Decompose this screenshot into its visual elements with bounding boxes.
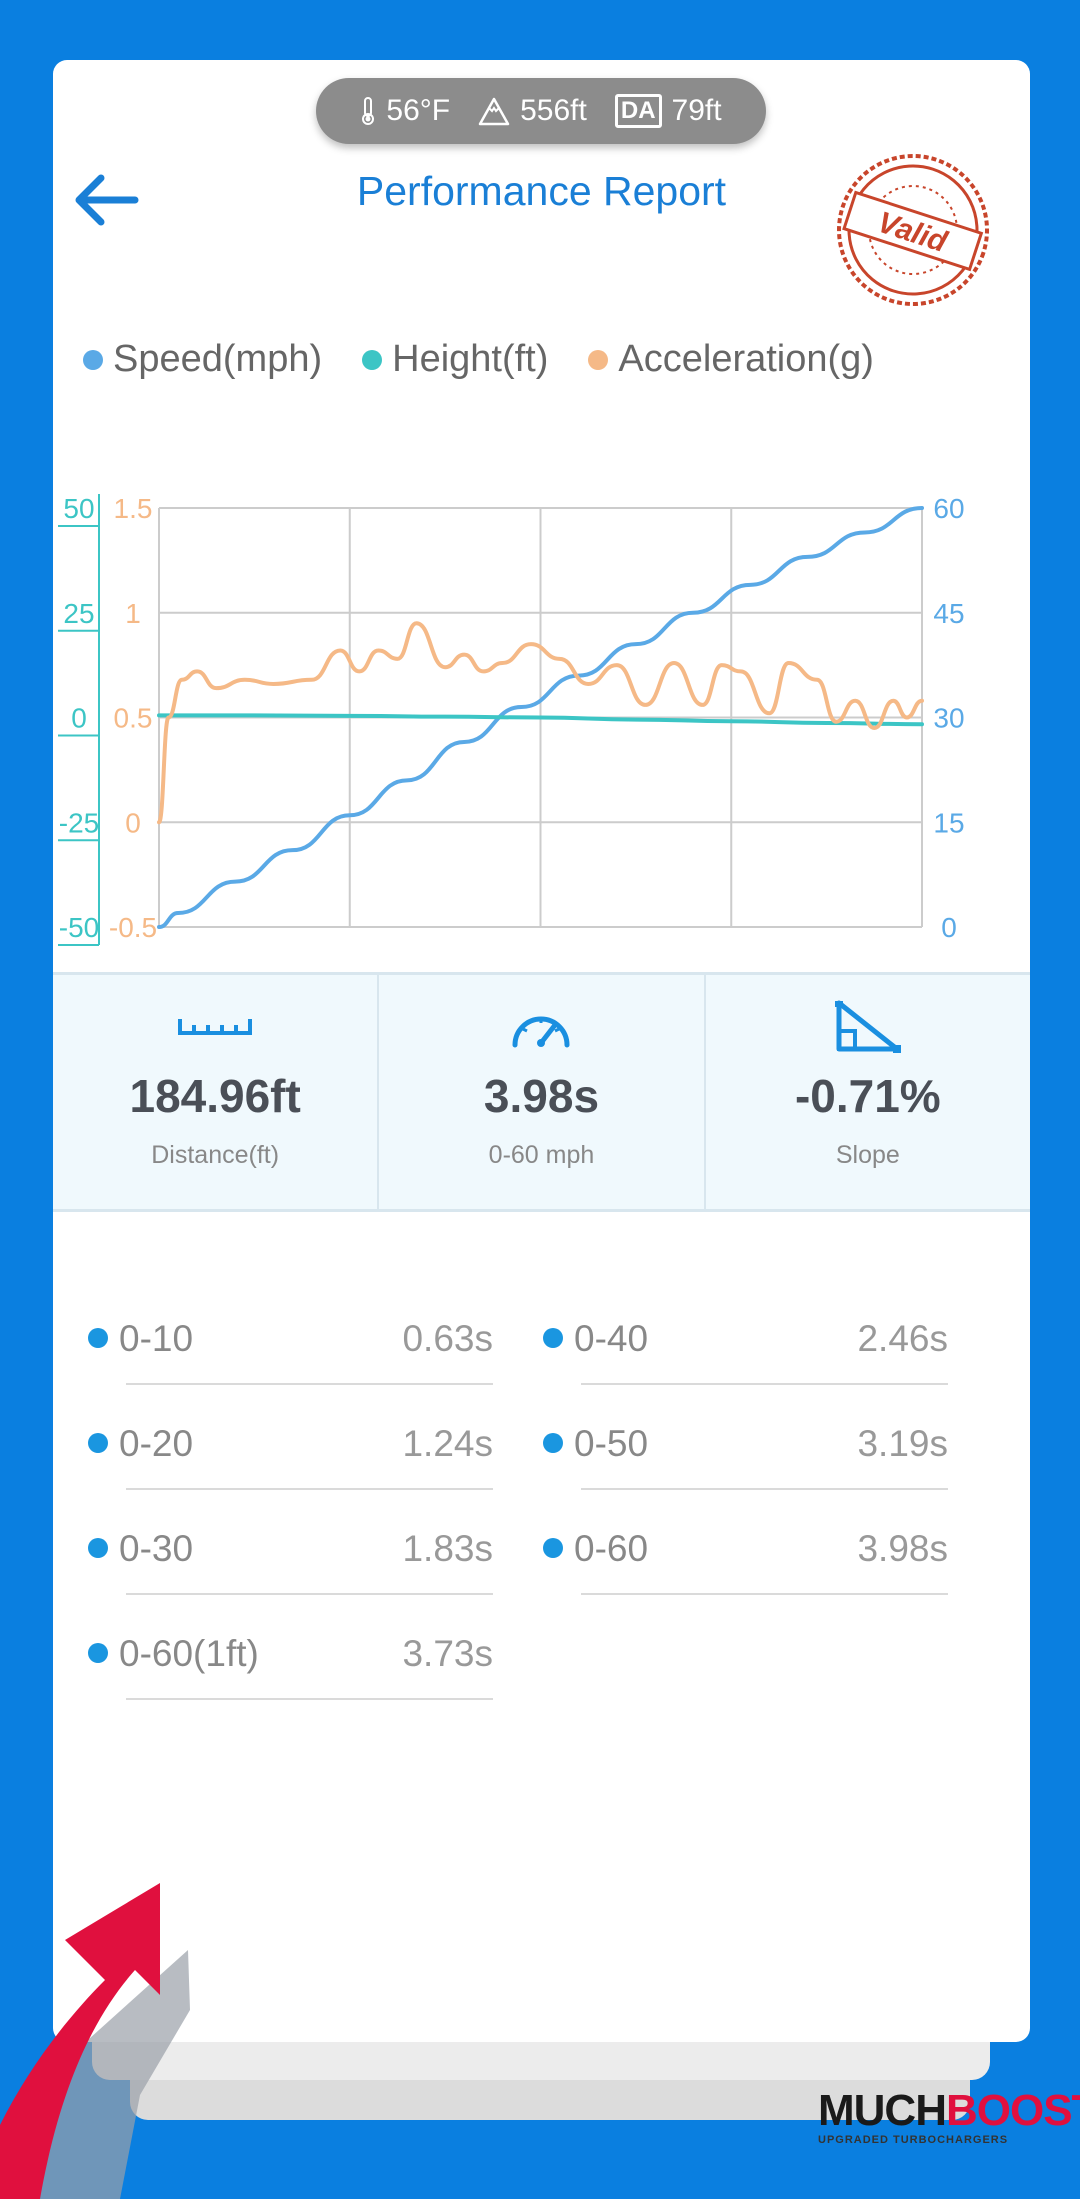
height-axis-tick-label: -50 bbox=[59, 912, 99, 943]
split-label: 0-60 bbox=[574, 1528, 649, 1569]
slope-label: Slope bbox=[835, 1141, 900, 1169]
stat-distance: 184.96ft Distance(ft) bbox=[53, 975, 380, 1209]
legend-item-acceleration: Acceleration(g) bbox=[588, 338, 874, 381]
acceleration-axis-tick-label: 1 bbox=[125, 598, 141, 629]
series-line-speed-mph bbox=[157, 506, 924, 929]
speed-axis-tick-label: 45 bbox=[933, 598, 964, 629]
split-time: 1.24s bbox=[402, 1423, 493, 1464]
acceleration-axis-tick-label: 0 bbox=[125, 807, 141, 838]
split-label: 0-40 bbox=[574, 1318, 649, 1359]
split-time: 2.46s bbox=[857, 1318, 948, 1359]
legend-label-acceleration: Acceleration(g) bbox=[618, 338, 874, 380]
split-row: 0-10 0.63s bbox=[53, 1280, 493, 1385]
legend-item-speed: Speed(mph) bbox=[83, 338, 322, 381]
slope-icon bbox=[834, 1000, 901, 1053]
legend-label-height: Height(ft) bbox=[392, 338, 549, 380]
series-line-height-ft bbox=[157, 713, 924, 727]
split-divider bbox=[126, 1488, 493, 1490]
series-line-acceleration-g bbox=[157, 621, 924, 825]
stats-panel: 184.96ft Distance(ft) 3.98s 0-60 mph bbox=[53, 972, 1030, 1212]
temperature-value: 56°F bbox=[386, 94, 451, 127]
split-row: 0-20 1.24s bbox=[53, 1385, 493, 1490]
split-divider bbox=[126, 1383, 493, 1385]
acceleration-axis-tick-label: 1.5 bbox=[114, 493, 153, 524]
brand-logo: MUCHBOOST UPGRADED TURBOCHARGERS bbox=[818, 2086, 1080, 2147]
split-time: 3.98s bbox=[857, 1528, 948, 1569]
zero-to-sixty-label: 0-60 mph bbox=[488, 1141, 595, 1169]
speedometer-icon bbox=[512, 1016, 570, 1048]
altitude-value: 556ft bbox=[520, 94, 587, 127]
split-row: 0-40 2.46s bbox=[508, 1280, 948, 1385]
red-arrow-icon bbox=[0, 1883, 190, 2199]
split-label: 0-60(1ft) bbox=[119, 1633, 259, 1674]
chart-legend: Speed(mph) Height(ft) Acceleration(g) bbox=[83, 338, 914, 381]
height-axis-tick-label: 50 bbox=[63, 493, 94, 524]
distance-label: Distance(ft) bbox=[151, 1141, 280, 1169]
brand-part2: BOOST bbox=[945, 2086, 1080, 2135]
density-altitude-icon: DA bbox=[614, 94, 662, 128]
density-altitude-value: 79ft bbox=[671, 94, 722, 127]
stat-slope: -0.71% Slope bbox=[706, 975, 1030, 1209]
split-time: 3.73s bbox=[402, 1633, 493, 1674]
split-divider bbox=[126, 1698, 493, 1700]
brand-tagline: UPGRADED TURBOCHARGERS bbox=[818, 2134, 1009, 2146]
split-divider bbox=[126, 1593, 493, 1595]
density-altitude-readout: DA 79ft bbox=[614, 94, 722, 128]
valid-stamp: Valid bbox=[837, 154, 989, 306]
distance-value: 184.96ft bbox=[129, 1070, 301, 1122]
speed-axis-tick-label: 15 bbox=[933, 807, 964, 838]
height-axis-tick-label: -25 bbox=[59, 807, 99, 838]
ruler-icon bbox=[178, 1019, 253, 1035]
split-time: 1.83s bbox=[402, 1528, 493, 1569]
split-label: 0-30 bbox=[119, 1528, 194, 1569]
back-arrow-icon[interactable] bbox=[71, 170, 141, 230]
legend-item-height: Height(ft) bbox=[362, 338, 548, 381]
split-time: 3.19s bbox=[857, 1423, 948, 1464]
split-label: 0-20 bbox=[119, 1423, 194, 1464]
acceleration-axis-tick-label: -0.5 bbox=[109, 912, 157, 943]
split-dot bbox=[543, 1433, 563, 1453]
split-divider bbox=[581, 1593, 948, 1595]
legend-label-speed: Speed(mph) bbox=[113, 338, 323, 380]
thermometer-icon bbox=[362, 97, 375, 125]
split-row: 0-60 3.98s bbox=[508, 1490, 948, 1595]
split-divider bbox=[581, 1488, 948, 1490]
split-dot bbox=[543, 1538, 563, 1558]
split-row: 0-50 3.19s bbox=[508, 1385, 948, 1490]
split-dot bbox=[88, 1328, 108, 1348]
legend-dot-speed bbox=[83, 349, 103, 370]
split-dot bbox=[543, 1328, 563, 1348]
temperature-readout: 56°F bbox=[360, 94, 450, 128]
height-axis-tick-label: 0 bbox=[71, 703, 87, 734]
split-divider bbox=[581, 1383, 948, 1385]
split-row: 0-60(1ft) 3.73s bbox=[53, 1595, 493, 1700]
split-dot bbox=[88, 1643, 108, 1663]
split-label: 0-50 bbox=[574, 1423, 649, 1464]
speed-axis-tick-label: 60 bbox=[933, 493, 964, 524]
split-time: 0.63s bbox=[402, 1318, 493, 1359]
legend-dot-height bbox=[362, 349, 383, 370]
performance-chart: 50 25 0 -25 -50 1.5 1 0.5 0 -0.5 60 45 30 15 0 bbox=[58, 493, 965, 946]
speed-axis-tick-label: 0 bbox=[941, 912, 957, 943]
speed-axis-tick-label: 30 bbox=[933, 703, 964, 734]
split-dot bbox=[88, 1433, 108, 1453]
acceleration-axis-tick-label: 0.5 bbox=[114, 703, 153, 734]
zero-to-sixty-value: 3.98s bbox=[483, 1070, 600, 1122]
height-axis-tick-label: 25 bbox=[63, 598, 94, 629]
stat-zero-to-sixty: 3.98s 0-60 mph bbox=[379, 975, 706, 1209]
slope-value: -0.71% bbox=[794, 1070, 941, 1122]
page-title: Performance Report bbox=[356, 168, 727, 214]
split-row: 0-30 1.83s bbox=[53, 1490, 493, 1595]
brand-part1: MUCH bbox=[818, 2086, 947, 2135]
legend-dot-acceleration bbox=[588, 349, 609, 370]
altitude-readout: 556ft bbox=[478, 94, 587, 128]
split-label: 0-10 bbox=[119, 1318, 194, 1359]
report-card: 56°F 556ft DA 79ft Performance Report Va… bbox=[53, 60, 1030, 2042]
environment-pill: 56°F 556ft DA 79ft bbox=[316, 78, 766, 144]
mountain-icon bbox=[478, 97, 510, 126]
split-dot bbox=[88, 1538, 108, 1558]
